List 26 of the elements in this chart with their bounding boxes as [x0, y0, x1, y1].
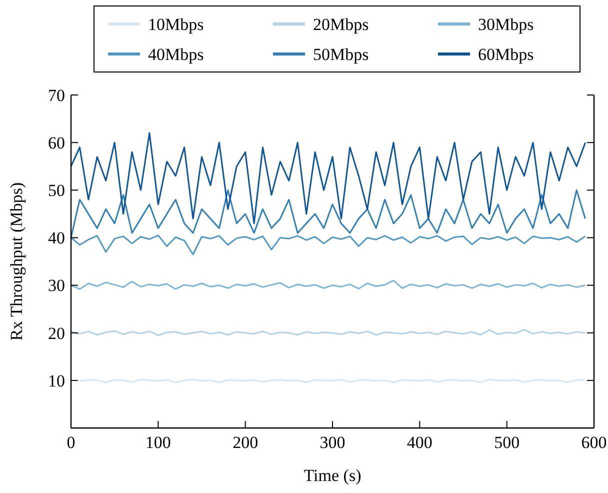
y-tick-label: 70: [48, 86, 65, 105]
legend-label: 10Mbps: [148, 14, 204, 34]
y-tick-label: 10: [48, 371, 65, 390]
line-series: [70, 234, 586, 256]
line-series: [70, 189, 586, 238]
x-tick-label: 400: [406, 433, 432, 452]
x-tick-label: 500: [494, 433, 520, 452]
y-tick-label: 30: [48, 276, 65, 296]
line-series: [70, 280, 586, 290]
x-axis-title: Time (s): [304, 466, 362, 485]
legend-label: 20Mbps: [313, 14, 369, 34]
legend-label: 40Mbps: [148, 44, 204, 64]
legend-label: 50Mbps: [313, 44, 369, 64]
line-series: [70, 132, 586, 224]
y-tick-label: 50: [48, 181, 65, 200]
x-tick-label: 300: [320, 433, 346, 452]
x-tick-label: 100: [145, 433, 171, 452]
y-tick-label: 20: [48, 324, 65, 343]
x-tick-label: 0: [66, 433, 76, 452]
y-axis-title: Rx Throughput (Mbps): [7, 182, 26, 341]
legend-label: 30Mbps: [478, 14, 534, 34]
y-tick-label: 40: [48, 228, 65, 248]
x-tick-label: 600: [581, 433, 607, 452]
x-tick-label: 200: [232, 433, 258, 452]
legend-label: 60Mbps: [478, 44, 534, 64]
y-tick-label: 60: [48, 134, 65, 153]
